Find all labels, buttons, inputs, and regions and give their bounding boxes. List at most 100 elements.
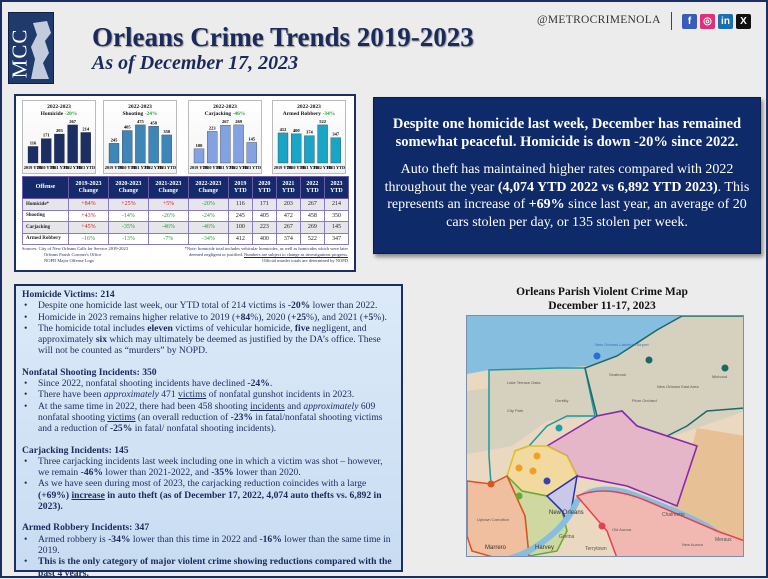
incident-marker[interactable] <box>533 452 541 460</box>
table-cell: 412 <box>227 232 253 245</box>
instagram-icon[interactable]: ◎ <box>700 14 715 29</box>
bar-value-label: 347 <box>332 132 340 137</box>
chart-change: -20% <box>64 111 78 117</box>
highlight-body: Auto theft has maintained higher rates c… <box>384 162 750 230</box>
page-title: Orleans Crime Trends 2019-2023 <box>92 22 474 52</box>
facebook-icon[interactable]: f <box>682 14 697 29</box>
x-tick-label: 2023 YTD <box>77 165 96 170</box>
linkedin-icon[interactable]: in <box>718 14 733 29</box>
x-icon[interactable]: X <box>736 14 751 29</box>
table-row: Carjacking +45% -35% -46% -46% 100 223 267 269 14… <box>22 221 350 234</box>
x-tick-label: 2019 YTD <box>274 165 293 170</box>
column-header: 2023 YTD <box>323 176 350 199</box>
table-cell: 223 <box>251 221 277 234</box>
mcc-logo: MCC <box>8 12 54 84</box>
x-tick-label: 2022 YTD <box>144 165 163 170</box>
incident-marker[interactable] <box>515 464 523 472</box>
table-cell: 400 <box>251 232 277 245</box>
table-cell: -26% <box>147 209 189 222</box>
bar-value-label: 400 <box>293 128 301 133</box>
chart-change: -34% <box>322 111 336 117</box>
table-cell: +43% <box>68 209 109 222</box>
table-cell: 203 <box>275 198 301 211</box>
table-cell: 405 <box>251 209 277 222</box>
chart-change: -24% <box>144 111 158 117</box>
table-row: Homicide* +84% +25% +5% -20% 116 171 203 267 214 <box>22 198 350 211</box>
bar-value-label: 145 <box>248 136 256 141</box>
page-subtitle: As of December 17, 2023 <box>92 52 299 74</box>
map-label: Terrytown <box>585 546 607 552</box>
map-label: New Orleans Lakefront Airport <box>595 342 649 347</box>
crime-map[interactable]: New Orleans Lakefront Airport Lake Terra… <box>466 315 744 557</box>
table-cell: 267 <box>275 221 301 234</box>
x-tick-label: 2022 YTD <box>63 165 82 170</box>
stats-panel: 2022-2023 Homicide -20% 116 2019 YTD 171 2020… <box>14 94 356 272</box>
incident-marker[interactable] <box>529 467 537 475</box>
sources: Sources: City of New Orleans Calls for S… <box>22 246 128 263</box>
bar-2023 <box>330 137 341 164</box>
bar-value-label: 522 <box>319 119 327 124</box>
x-tick-label: 2023 YTD <box>243 165 262 170</box>
column-header: Offense <box>22 176 69 199</box>
table-cell: -13% <box>107 232 149 245</box>
incident-marker[interactable] <box>645 356 653 364</box>
chart-homicide: 2022-2023 Homicide -20% 116 2019 YTD 171 2020… <box>22 100 96 174</box>
table-cell: -34% <box>187 232 229 245</box>
table-cell: +45% <box>68 221 109 234</box>
bar-2020 <box>291 133 302 164</box>
x-tick-label: 2019 YTD <box>105 165 124 170</box>
bar-2021 <box>304 135 315 164</box>
list-item: As we have seen during most of 2023, the… <box>22 478 395 512</box>
incident-marker[interactable] <box>487 480 495 488</box>
table-cell: +25% <box>107 198 149 211</box>
map-label: Uptown Carrollton <box>477 517 509 522</box>
bar-2023 <box>80 132 91 164</box>
bar-2020 <box>41 138 52 164</box>
incident-marker[interactable] <box>543 477 551 485</box>
map-label: New Aurora <box>682 542 704 547</box>
table-cell: -16% <box>68 232 109 245</box>
map-label: Gentilly <box>555 398 568 403</box>
district-boundary-2 <box>467 474 530 556</box>
bar-2021 <box>135 124 146 164</box>
carjacking-heading: Carjacking Incidents: 145 <box>22 444 129 456</box>
bar-value-label: 412 <box>280 127 288 132</box>
highlight-box: Despite one homicide last week, December… <box>373 97 761 254</box>
table-row: Armed Robbery -16% -13% -7% -34% 412 400 374 522… <box>22 232 350 245</box>
incident-marker[interactable] <box>593 352 601 360</box>
column-header: 2020 YTD <box>251 176 277 199</box>
offense-cell: Carjacking <box>22 221 69 234</box>
bar-2021 <box>220 125 231 164</box>
table-cell: 100 <box>227 221 253 234</box>
table-cell: 171 <box>251 198 277 211</box>
wetlands <box>628 428 743 556</box>
x-tick-label: 2022 YTD <box>313 165 332 170</box>
bar-value-label: 203 <box>56 128 64 133</box>
table-row: Shooting +43% -14% -26% -24% 245 405 472 458 350 <box>22 209 350 222</box>
x-tick-label: 2021 YTD <box>300 165 319 170</box>
list-item: This is the only category of major viole… <box>22 556 395 579</box>
bar-2022 <box>317 124 328 164</box>
offense-cell: Armed Robbery <box>22 232 69 245</box>
bar-value-label: 223 <box>209 125 217 130</box>
table-cell: +5% <box>147 198 189 211</box>
bar-2022 <box>233 124 244 164</box>
table-cell: -35% <box>107 221 149 234</box>
offense-cell: Homicide* <box>22 198 69 211</box>
table-cell: 458 <box>299 209 325 222</box>
incident-marker[interactable] <box>515 492 523 500</box>
column-header: 2021 YTD <box>275 176 301 199</box>
district-boundary-4 <box>575 490 743 556</box>
map-label: Chalmette <box>662 512 685 518</box>
incident-marker[interactable] <box>555 424 563 432</box>
x-tick-label: 2023 YTD <box>158 165 177 170</box>
incident-marker[interactable] <box>721 364 729 372</box>
chart-range: 2022-2023 <box>47 104 71 110</box>
bar-2020 <box>122 130 133 164</box>
map-title: Orleans Parish Violent Crime Map Decembe… <box>516 286 688 312</box>
column-header: 2020-2023 Change <box>107 176 149 199</box>
table-cell: -7% <box>147 232 189 245</box>
bar-value-label: 171 <box>43 133 51 138</box>
x-tick-label: 2021 YTD <box>50 165 69 170</box>
incident-marker[interactable] <box>598 522 606 530</box>
